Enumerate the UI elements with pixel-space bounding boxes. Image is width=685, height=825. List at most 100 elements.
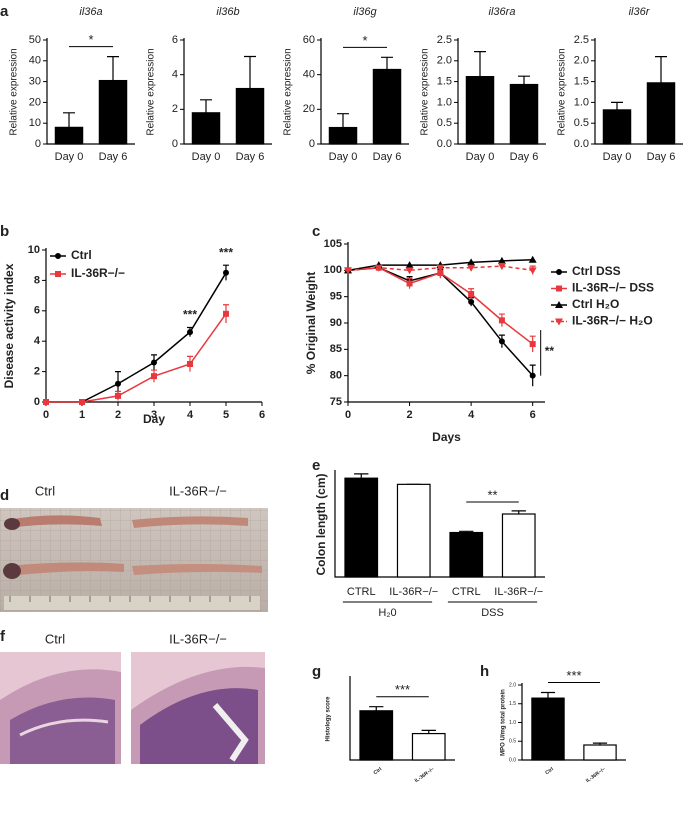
point [79,399,85,405]
panel-label: a [0,3,9,20]
series-line [46,313,227,403]
y-tick-label: 0.0 [509,757,516,763]
y-tick-label: 0 [35,138,41,150]
bar [359,710,394,761]
point [115,392,121,399]
y-tick-label: 50 [29,34,41,46]
histology-image-ko [131,652,265,764]
bar [646,82,676,145]
y-tick-label: 80 [330,370,342,382]
histology-image-ctrl [0,652,121,764]
error-bar [199,99,213,113]
x-tick-label: 3 [151,409,157,421]
x-tick-label: 0 [43,409,49,421]
point [498,338,505,345]
series-line [46,272,227,403]
panel-label: c [312,223,320,240]
legend-marker [55,253,61,259]
point [528,267,537,275]
x-tick-label: IL-36R−/− [494,586,543,598]
y-axis-label: Disease activity index [2,263,16,388]
bar [54,126,84,145]
y-tick-label: 8 [34,274,40,286]
legend-marker [55,271,61,277]
y-tick-label: 0.0 [574,138,589,150]
y-tick-label: 85 [330,343,342,355]
x-tick-label: Day 6 [647,151,676,163]
bar [98,79,128,145]
y-tick-label: 10 [29,117,41,129]
point [529,372,536,379]
y-tick-label: 0.5 [437,117,452,129]
x-tick-label: IL-36R−/− [389,586,438,598]
legend-marker [555,301,563,308]
y-axis-label: % Original Weight [304,272,318,374]
bar [583,744,617,761]
y-tick-label: 1.5 [574,76,589,88]
x-tick-label: 6 [259,409,265,421]
legend-label: IL-36R−/− DSS [572,281,654,295]
legend-marker [555,318,563,326]
y-tick-label: 0.0 [437,138,452,150]
legend-marker [556,269,562,275]
point [529,341,536,348]
point [187,361,193,367]
y-tick-label: 75 [330,396,342,408]
group-label: DSS [481,607,504,619]
bar [396,483,431,578]
bar [501,513,536,578]
x-tick-label: Day 6 [99,151,128,163]
y-tick-label: 2 [34,366,40,378]
error-bar [517,75,531,85]
y-tick-label: 30 [29,76,41,88]
y-axis-label: Relative expression [283,48,294,135]
y-tick-label: 0.5 [509,739,516,745]
significance-label: * [362,33,367,48]
point [43,399,49,405]
y-tick-label: 1.5 [437,76,452,88]
point [223,269,229,276]
error-bar [106,56,120,81]
panel-label: f [0,628,6,645]
bar [235,87,265,145]
x-tick-label: Day 6 [510,151,539,163]
bar [372,68,402,145]
point [437,269,444,276]
point [436,264,445,272]
chart-title: il36a [79,6,102,18]
y-tick-label: 4 [172,69,178,81]
y-tick-label: 1.5 [509,701,516,707]
y-tick-label: 1.0 [437,96,452,108]
photo-label: IL-36R−/− [169,483,227,498]
x-tick-label: 2 [407,409,413,421]
point [187,329,193,336]
point [497,256,506,264]
bar [344,477,379,578]
point [405,261,414,269]
point [374,264,383,272]
error-bar [610,101,624,110]
annotation: ** [545,344,555,358]
point [528,255,537,263]
x-tick-label: IL-36R−/− [414,766,436,784]
point [468,291,475,298]
legend-label: IL-36R−/− H₂O [572,314,653,328]
group-label: H₂0 [378,607,396,619]
x-tick-label: Day 0 [55,151,84,163]
point [344,267,352,275]
x-tick-label: CTRL [347,586,376,598]
point [115,380,121,387]
error-bar [354,473,369,479]
legend-label: Ctrl [71,248,92,262]
x-tick-label: Day 0 [329,151,358,163]
y-tick-label: 95 [330,291,342,303]
y-tick-label: 1.0 [509,720,516,726]
point [468,298,475,305]
x-tick-label: Day 0 [603,151,632,163]
y-tick-label: 100 [324,264,342,276]
bar [449,531,484,578]
point [406,280,413,287]
y-tick-label: 90 [330,317,342,329]
annotation: *** [183,308,197,322]
